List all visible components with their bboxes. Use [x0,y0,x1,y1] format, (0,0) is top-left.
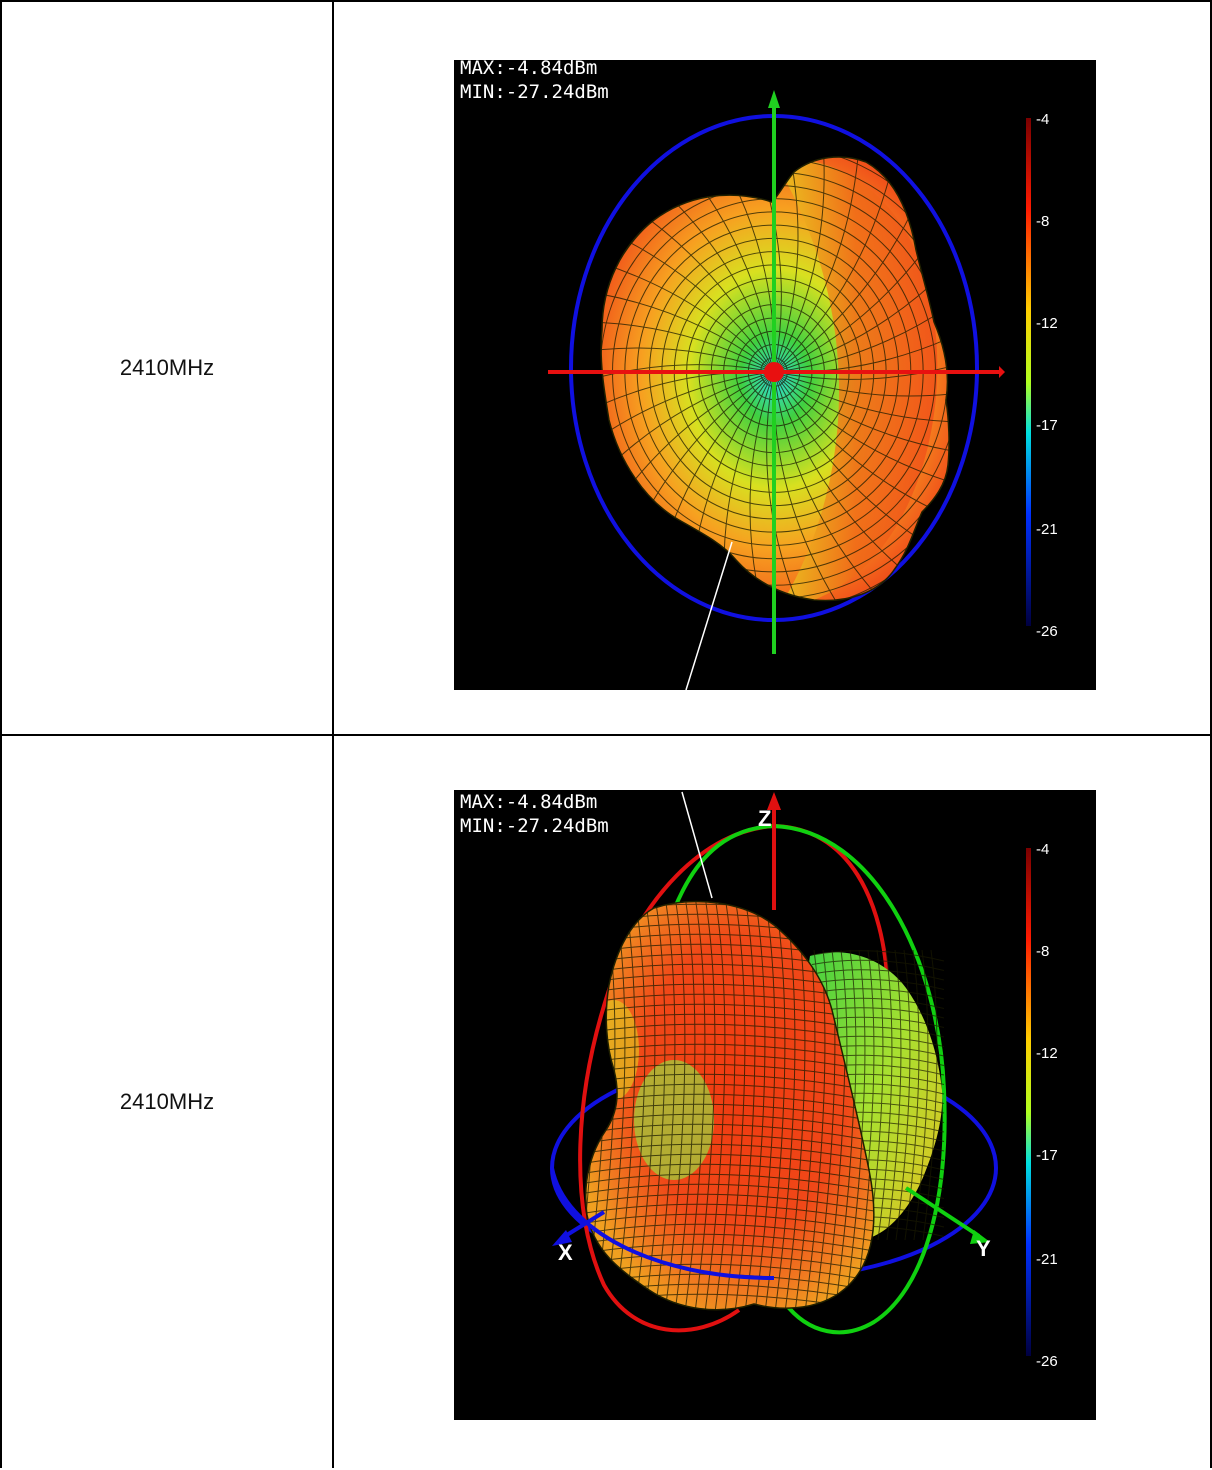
z-axis-label: Z [758,806,771,831]
colorbar [1026,118,1031,626]
min-value-text: MIN:-27.24dBm [460,81,609,103]
colorbar-tick: -21 [1036,1251,1058,1268]
max-value-text: MAX:-4.84dBm [460,791,597,813]
radiation-lobe [584,900,875,1311]
table-row: 2410MHz [0,734,1212,1468]
y-axis-label: Y [976,1236,991,1261]
x-axis-line [560,1210,606,1240]
colorbar-tick: -26 [1036,1353,1058,1370]
frequency-label: 2410MHz [0,734,334,1468]
x-axis-label: X [558,1240,573,1265]
colorbar-tick: -26 [1036,623,1058,640]
table-row: 2410MHz [0,0,1212,736]
colorbar-tick: -4 [1036,111,1049,128]
colorbar-tick: -4 [1036,841,1049,858]
radiation-pattern-plot-top: MAX:-4.84dBm MIN:-27.24dBm -4 -8 -12 -17… [454,60,1096,690]
min-value-text: MIN:-27.24dBm [460,815,609,837]
colorbar [1026,848,1031,1356]
origin-marker [764,362,784,382]
max-value-text: MAX:-4.84dBm [460,60,597,79]
colorbar-tick: -12 [1036,315,1058,332]
pointer-line [685,541,733,690]
colorbar-tick: -17 [1036,417,1058,434]
frequency-label: 2410MHz [0,0,334,736]
colorbar-tick: -12 [1036,1045,1058,1062]
plot-cell: Z X Y MAX:-4.84dBm MIN:-27.24dBm -4 -8 -… [332,734,1212,1468]
colorbar-tick: -21 [1036,521,1058,538]
plot-cell: MAX:-4.84dBm MIN:-27.24dBm -4 -8 -12 -17… [332,0,1212,736]
red-ring [578,824,775,1333]
y-axis-line [904,1186,981,1238]
colorbar-tick: -8 [1036,943,1049,960]
radiation-pattern-plot-isometric: Z X Y MAX:-4.84dBm MIN:-27.24dBm -4 -8 -… [454,790,1096,1420]
colorbar-tick: -17 [1036,1147,1058,1164]
pointer-line [681,791,713,899]
green-ring [672,824,775,911]
colorbar-tick: -8 [1036,213,1049,230]
